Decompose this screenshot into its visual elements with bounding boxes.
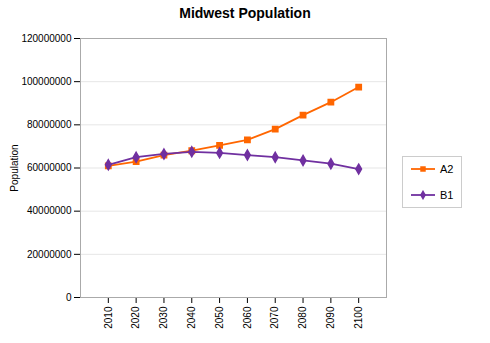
svg-text:Population: Population	[9, 144, 20, 191]
svg-text:2070: 2070	[269, 306, 280, 329]
svg-text:80000000: 80000000	[27, 119, 72, 130]
svg-text:2040: 2040	[186, 306, 197, 329]
svg-text:2060: 2060	[242, 306, 253, 329]
svg-text:100000000: 100000000	[21, 76, 71, 87]
svg-text:2100: 2100	[353, 306, 364, 329]
svg-text:2050: 2050	[214, 306, 225, 329]
svg-text:2020: 2020	[130, 306, 141, 329]
svg-text:0: 0	[66, 292, 72, 303]
html-text:B1: B1	[440, 188, 454, 201]
svg-text:60000000: 60000000	[27, 162, 72, 173]
svg-text:120000000: 120000000	[21, 33, 71, 44]
html-text:A2: A2	[440, 162, 454, 175]
svg-text:2090: 2090	[325, 306, 336, 329]
svg-text:2080: 2080	[297, 306, 308, 329]
svg-text:2010: 2010	[103, 306, 114, 329]
html-text:Midwest Population: Midwest Population	[179, 5, 311, 21]
svg-text:40000000: 40000000	[27, 205, 72, 216]
svg-text:2030: 2030	[158, 306, 169, 329]
svg-text:20000000: 20000000	[27, 249, 72, 260]
